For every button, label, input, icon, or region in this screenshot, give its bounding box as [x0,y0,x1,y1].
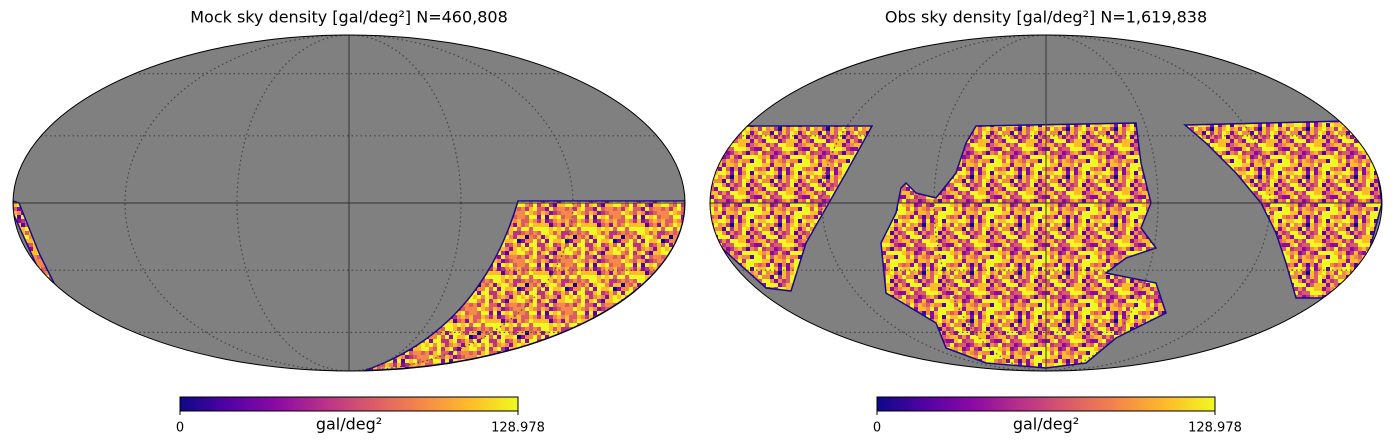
chart-title: Obs sky density [gal/deg²] N=1,619,838 [885,8,1207,27]
colorbar-tick-label: 128.978 [1188,421,1242,436]
graticule [710,35,1382,371]
map-outline [709,34,1383,372]
colorbar [876,396,1216,412]
chart-title: Mock sky density [gal/deg²] N=460,808 [190,8,508,27]
colorbar-label: gal/deg² [316,415,382,434]
colorbar [179,396,519,412]
coverage [710,120,1382,369]
map-panel: Mock sky density [gal/deg²] N=460,808 0 12… [12,8,686,436]
graticule [13,35,685,371]
coverage-region [710,125,874,292]
colorbar-tick-label: 0 [873,421,881,436]
map-panel: Obs sky density [gal/deg²] N=1,619,838 0 1… [709,8,1383,436]
colorbar-label: gal/deg² [1013,415,1079,434]
colorbar-tick-label: 0 [176,421,184,436]
map-outline [12,34,686,372]
colorbar-tick-label: 128.978 [491,421,545,436]
